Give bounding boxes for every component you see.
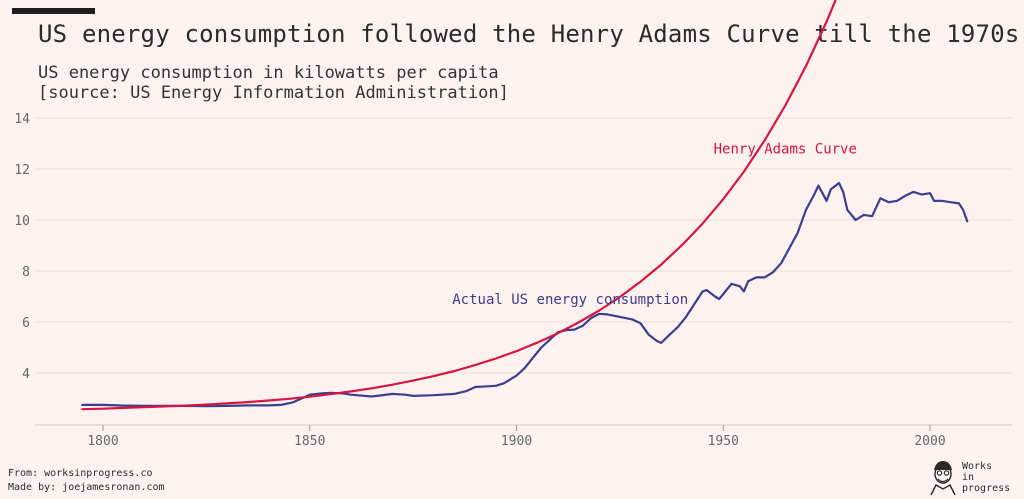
logo-wordmark: Works in progress — [962, 461, 1010, 494]
works-in-progress-logo: Works in progress — [928, 458, 1018, 496]
chart-title: US energy consumption followed the Henry… — [38, 20, 1020, 48]
y-tick-label-4: 4 — [22, 367, 30, 382]
logo-word-works: Works — [962, 461, 993, 472]
x-tick-label-1900: 1900 — [501, 434, 532, 449]
y-tick-label-10: 10 — [14, 214, 30, 229]
decorative-top-bar — [12, 8, 95, 14]
logo-word-in: in — [962, 472, 975, 483]
x-tick-label-1850: 1850 — [294, 434, 325, 449]
portrait-icon — [930, 461, 956, 496]
footer-from: From: worksinprogress.co — [8, 468, 153, 479]
series-line-henry-adams-curve — [81, 0, 837, 411]
x-tick-label-1800: 1800 — [87, 434, 118, 449]
y-tick-label-12: 12 — [14, 163, 30, 178]
subtitle-line-source: [source: US Energy Information Administr… — [38, 83, 509, 103]
x-tick-label-2000: 2000 — [914, 434, 945, 449]
chart-subtitle: US energy consumption in kilowatts per c… — [38, 63, 509, 103]
subtitle-line-units: US energy consumption in kilowatts per c… — [38, 63, 499, 83]
annotation-actual-us-energy-consumption: Actual US energy consumption — [452, 292, 688, 308]
footer-credits: From: worksinprogress.co Made by: joejam… — [8, 467, 165, 495]
y-tick-label-6: 6 — [22, 316, 30, 331]
y-tick-label-8: 8 — [22, 265, 30, 280]
series-line-actual-us-energy-consumption — [81, 181, 969, 408]
footer-made-by: Made by: joejamesronan.com — [8, 482, 165, 493]
x-tick-label-1950: 1950 — [708, 434, 739, 449]
logo-word-progress: progress — [962, 483, 1011, 494]
y-tick-label-14: 14 — [14, 112, 30, 127]
annotation-henry-adams-curve: Henry Adams Curve — [714, 142, 857, 158]
